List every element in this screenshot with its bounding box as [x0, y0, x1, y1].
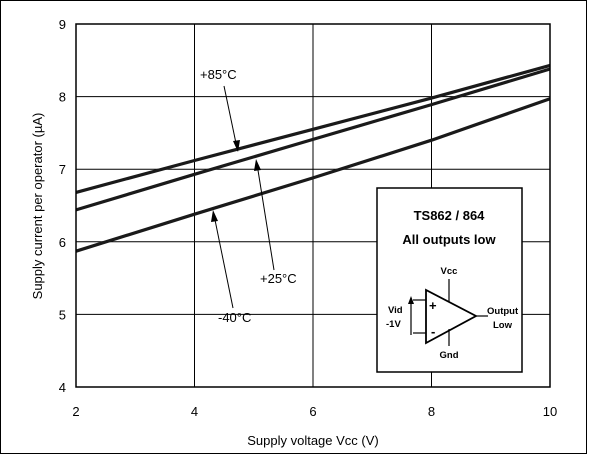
y-tick-label: 5: [59, 307, 66, 322]
inset-vid-value: -1V: [386, 319, 401, 330]
x-tick-label: 4: [191, 404, 198, 419]
opamp-minus-sign: -: [431, 324, 435, 339]
inset-vcc-label: Vcc: [441, 266, 458, 277]
y-tick-label: 9: [59, 17, 66, 32]
inset-title-line1: TS862 / 864: [414, 208, 486, 223]
x-tick-label: 10: [543, 404, 557, 419]
x-tick-label: 6: [309, 404, 316, 419]
x-tick-label: 2: [72, 404, 79, 419]
annotation-m40c-arrow: [214, 215, 233, 308]
inset-vid-label: Vid: [388, 305, 403, 316]
annotation-m40c-arrowhead: [211, 210, 218, 222]
annotation-m40c: -40°C: [211, 210, 251, 325]
annotation-85c: +85°C: [200, 67, 240, 152]
y-tick-label: 7: [59, 162, 66, 177]
inset-low-label: Low: [493, 320, 513, 331]
inset-output-label: Output: [487, 306, 519, 317]
y-tick-label: 4: [59, 380, 66, 395]
inset-gnd-label: Gnd: [440, 350, 459, 361]
y-axis-label: Supply current per operator (µA): [30, 113, 45, 300]
inset-box: TS862 / 864 All outputs low Vcc + - Gnd …: [377, 188, 522, 372]
y-tick-label: 8: [59, 90, 66, 105]
y-tick-label: 6: [59, 235, 66, 250]
x-tick-label: 8: [428, 404, 435, 419]
annotation-85c-label: +85°C: [200, 67, 237, 82]
annotation-25c-label: +25°C: [260, 271, 297, 286]
inset-title-line2: All outputs low: [402, 232, 496, 247]
annotation-85c-arrow: [224, 86, 237, 148]
x-axis-label: Supply voltage Vcc (V): [247, 433, 379, 448]
annotation-25c-arrowhead: [254, 159, 261, 171]
annotation-25c-arrow: [257, 164, 274, 270]
annotation-m40c-label: -40°C: [218, 310, 251, 325]
opamp-plus-sign: +: [429, 298, 437, 313]
annotation-25c: +25°C: [254, 159, 297, 286]
